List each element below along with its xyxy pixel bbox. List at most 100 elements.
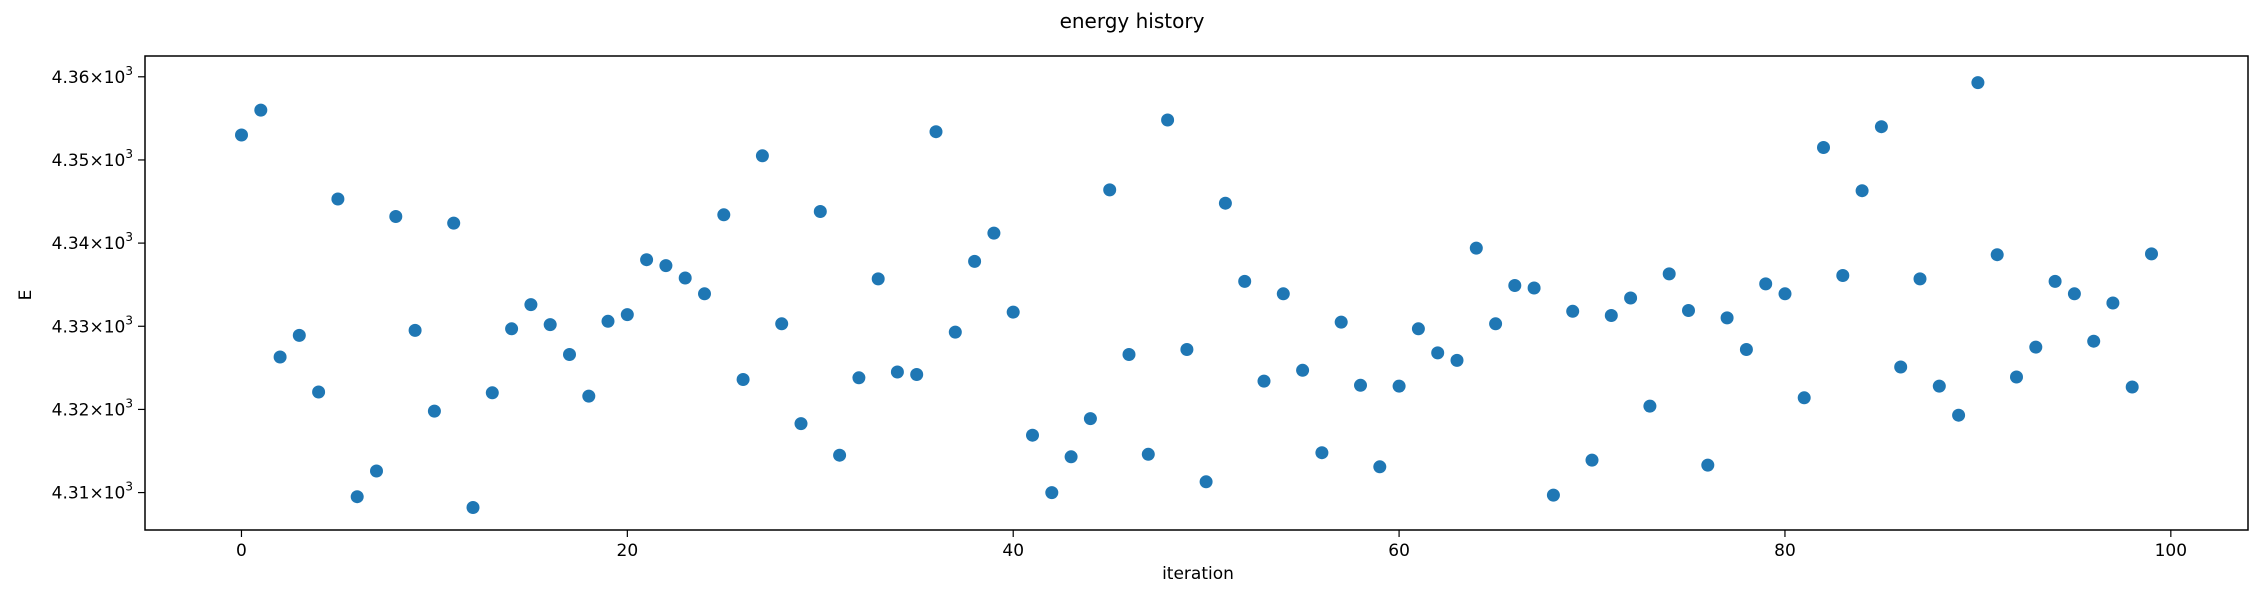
data-point [485, 386, 499, 400]
data-point [698, 287, 711, 301]
data-point [2029, 340, 2043, 354]
data-point [910, 368, 924, 381]
x-axis-ticks: 0 20 40 60 80 100 [236, 530, 2187, 561]
data-point [582, 389, 596, 403]
data-points [235, 76, 2158, 514]
data-point [1720, 311, 1734, 325]
data-point [1836, 269, 1850, 282]
plot-area [144, 55, 2249, 531]
data-point [813, 205, 827, 218]
data-point [1161, 113, 1175, 127]
data-point [1855, 184, 1869, 198]
data-point [1276, 287, 1290, 301]
data-point [350, 490, 364, 504]
data-point [948, 325, 962, 339]
data-point [1913, 272, 1927, 286]
data-point [775, 317, 789, 331]
data-point [620, 308, 634, 322]
data-point [543, 318, 557, 332]
data-point [1238, 274, 1252, 288]
data-point [1643, 399, 1657, 413]
y-tick-label: 4.36×103 [52, 64, 133, 88]
data-point [1045, 486, 1059, 500]
data-point [1990, 248, 2004, 262]
data-point [2125, 380, 2139, 394]
x-tick-label: 100 [2155, 541, 2187, 561]
x-tick-label: 60 [1388, 541, 1410, 561]
y-tick-label: 4.32×103 [52, 396, 133, 420]
data-point [1122, 348, 1136, 361]
data-point [505, 322, 519, 336]
data-point [2048, 274, 2062, 288]
data-point [1739, 343, 1753, 356]
data-point [1624, 291, 1638, 305]
data-point [1141, 447, 1155, 461]
data-point [1759, 277, 1773, 291]
data-point [1354, 378, 1367, 392]
y-tick-label: 4.31×103 [52, 480, 133, 504]
y-tick-label: 4.34×103 [52, 230, 133, 254]
data-point [1334, 315, 1348, 329]
data-point [1701, 458, 1715, 472]
data-point [890, 365, 904, 379]
data-point [1817, 141, 1830, 154]
data-point [1469, 241, 1483, 255]
data-point [833, 448, 847, 462]
chart-title: energy history [1060, 9, 1205, 33]
data-point [717, 208, 731, 222]
data-point [2010, 370, 2023, 384]
data-point [1064, 450, 1078, 464]
y-axis-label: E [16, 290, 36, 301]
x-tick-label: 40 [1002, 541, 1024, 561]
data-point [1411, 322, 1425, 336]
data-point [1315, 446, 1329, 460]
data-point [1604, 309, 1618, 322]
data-point [292, 328, 306, 342]
data-point [659, 259, 673, 273]
data-point [1874, 120, 1888, 134]
data-point [1026, 428, 1039, 442]
data-point [2145, 247, 2158, 261]
data-point [852, 371, 866, 385]
data-point [640, 253, 654, 267]
data-point [2087, 334, 2101, 348]
data-point [331, 192, 345, 206]
data-point [1489, 317, 1503, 331]
x-tick-label: 20 [617, 541, 639, 561]
x-axis-label: iteration [1162, 564, 1234, 584]
y-tick-label: 4.33×103 [52, 313, 133, 337]
data-point [427, 404, 441, 418]
data-point [235, 128, 248, 142]
data-point [1257, 374, 1271, 388]
data-point [1508, 279, 1522, 292]
x-tick-label: 80 [1774, 541, 1796, 561]
data-point [794, 417, 808, 431]
data-point [678, 271, 692, 285]
data-point [312, 385, 326, 399]
data-point [987, 226, 1001, 240]
data-point [1894, 360, 1908, 374]
data-point [273, 350, 287, 364]
data-point [524, 298, 538, 312]
data-point [2106, 296, 2120, 310]
data-point [447, 216, 461, 230]
data-point [1006, 305, 1020, 319]
data-point [1218, 196, 1232, 210]
data-point [1971, 76, 1985, 90]
data-point [1566, 304, 1580, 318]
data-point [1662, 267, 1676, 281]
data-point [968, 254, 982, 268]
data-point [1952, 408, 1966, 422]
data-point [1083, 412, 1097, 426]
data-point [929, 125, 943, 139]
data-point [1199, 475, 1213, 489]
data-point [755, 149, 769, 163]
data-point [1932, 379, 1946, 393]
data-point [601, 314, 615, 328]
data-point [254, 103, 268, 117]
data-point [1180, 343, 1194, 356]
data-point [2067, 287, 2081, 301]
data-point [389, 210, 403, 223]
x-tick-label: 0 [236, 541, 247, 561]
